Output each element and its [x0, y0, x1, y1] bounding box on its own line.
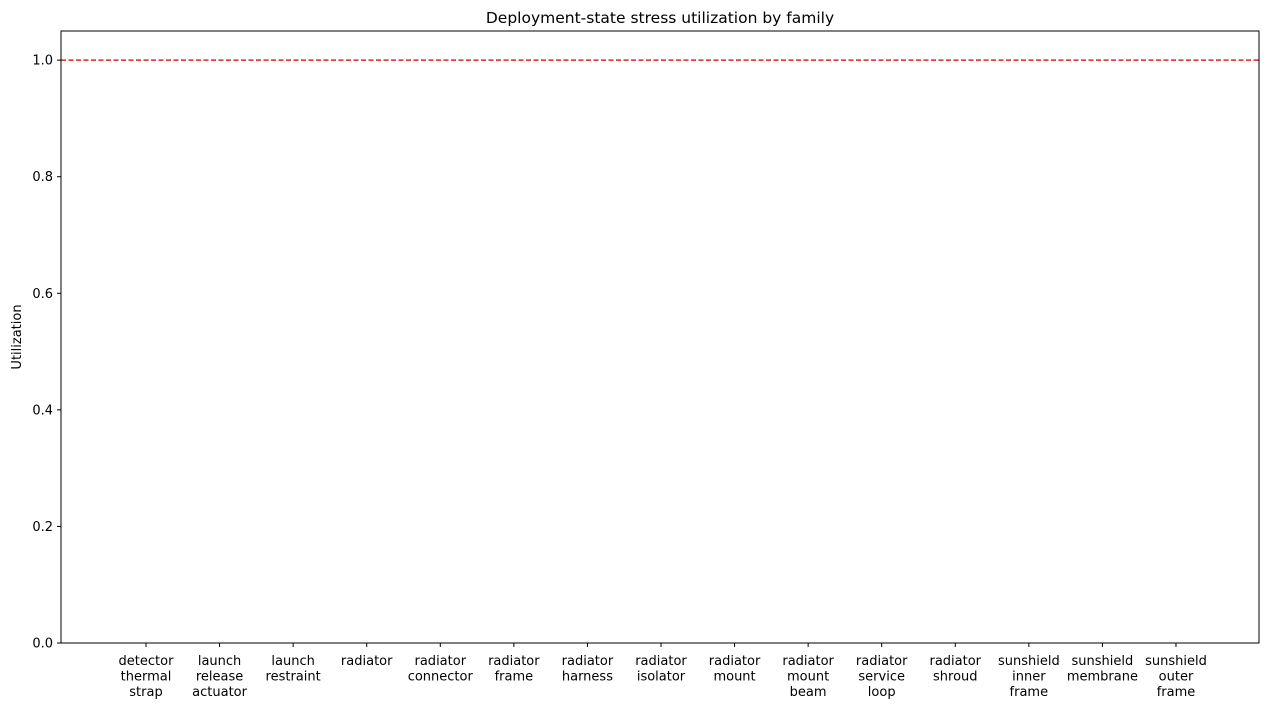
- x-tick-label: radiator mount: [709, 654, 761, 685]
- x-tick-label-line: release: [196, 670, 243, 685]
- x-tick-label-line: mount: [713, 670, 755, 685]
- x-tick-label-line: shroud: [933, 670, 978, 685]
- x-tick-label-line: thermal: [121, 670, 172, 685]
- y-axis-ticks: 0.0 0.2 0.4 0.6 0.8 1.0: [32, 54, 61, 652]
- x-tick-label: sunshield membrane: [1067, 654, 1138, 685]
- y-tick-label: 0.6: [32, 287, 53, 302]
- x-tick-label: detector thermal strap: [119, 654, 175, 700]
- x-tick-label: radiator shroud: [929, 654, 981, 685]
- x-tick-label-line: radiator: [856, 654, 908, 669]
- x-tick-label-line: outer: [1159, 670, 1194, 685]
- x-tick-label: radiator connector: [408, 654, 474, 685]
- x-tick-label-line: isolator: [637, 670, 686, 685]
- y-tick-label: 0.4: [32, 403, 53, 418]
- x-tick-label-line: frame: [1157, 685, 1196, 700]
- x-tick-label-line: radiator: [415, 654, 467, 669]
- x-tick-label-line: radiator: [341, 654, 393, 669]
- x-tick-label: radiator frame: [488, 654, 540, 685]
- x-tick-label-line: harness: [562, 670, 613, 685]
- x-tick-label-line: strap: [129, 685, 162, 700]
- y-tick-label: 0.2: [32, 520, 53, 535]
- x-tick-label-line: launch: [198, 654, 241, 669]
- x-tick-label-line: radiator: [929, 654, 981, 669]
- x-tick-label-line: beam: [790, 685, 827, 700]
- x-tick-label-line: radiator: [562, 654, 614, 669]
- y-tick-label: 1.0: [32, 54, 53, 69]
- x-tick-label-line: actuator: [192, 685, 247, 700]
- x-tick-label-line: sunshield: [998, 654, 1060, 669]
- x-tick-label-line: loop: [868, 685, 896, 700]
- x-tick-label: radiator isolator: [635, 654, 687, 685]
- x-tick-label-line: inner: [1012, 670, 1046, 685]
- x-tick-label-line: membrane: [1067, 670, 1138, 685]
- x-tick-label: launch restraint: [266, 654, 321, 685]
- x-tick-label-line: radiator: [709, 654, 761, 669]
- x-tick-label: sunshield outer frame: [1145, 654, 1207, 700]
- x-tick-label-line: launch: [271, 654, 314, 669]
- x-tick-label-line: restraint: [266, 670, 321, 685]
- x-tick-label-line: radiator: [782, 654, 834, 669]
- x-tick-label-line: mount: [787, 670, 829, 685]
- x-tick-label-line: sunshield: [1145, 654, 1207, 669]
- x-tick-label: radiator harness: [562, 654, 614, 685]
- x-tick-label: sunshield inner frame: [998, 654, 1060, 700]
- x-tick-label-line: detector: [119, 654, 175, 669]
- chart-title: Deployment-state stress utilization by f…: [486, 9, 834, 27]
- x-tick-label-line: service: [858, 670, 905, 685]
- x-tick-label: radiator service loop: [856, 654, 908, 700]
- x-tick-label-line: connector: [408, 670, 474, 685]
- x-tick-label: launch release actuator: [192, 654, 247, 700]
- x-tick-label: radiator: [341, 654, 393, 669]
- x-tick-label-line: frame: [1010, 685, 1049, 700]
- x-tick-label-line: radiator: [635, 654, 687, 669]
- y-tick-label: 0.8: [32, 170, 53, 185]
- x-tick-label-line: sunshield: [1072, 654, 1134, 669]
- y-tick-label: 0.0: [32, 637, 53, 652]
- y-axis-label: Utilization: [10, 304, 25, 369]
- x-tick-label-line: radiator: [488, 654, 540, 669]
- plot-frame: [60, 30, 1260, 644]
- x-tick-label-line: frame: [495, 670, 534, 685]
- x-tick-label: radiator mount beam: [782, 654, 834, 700]
